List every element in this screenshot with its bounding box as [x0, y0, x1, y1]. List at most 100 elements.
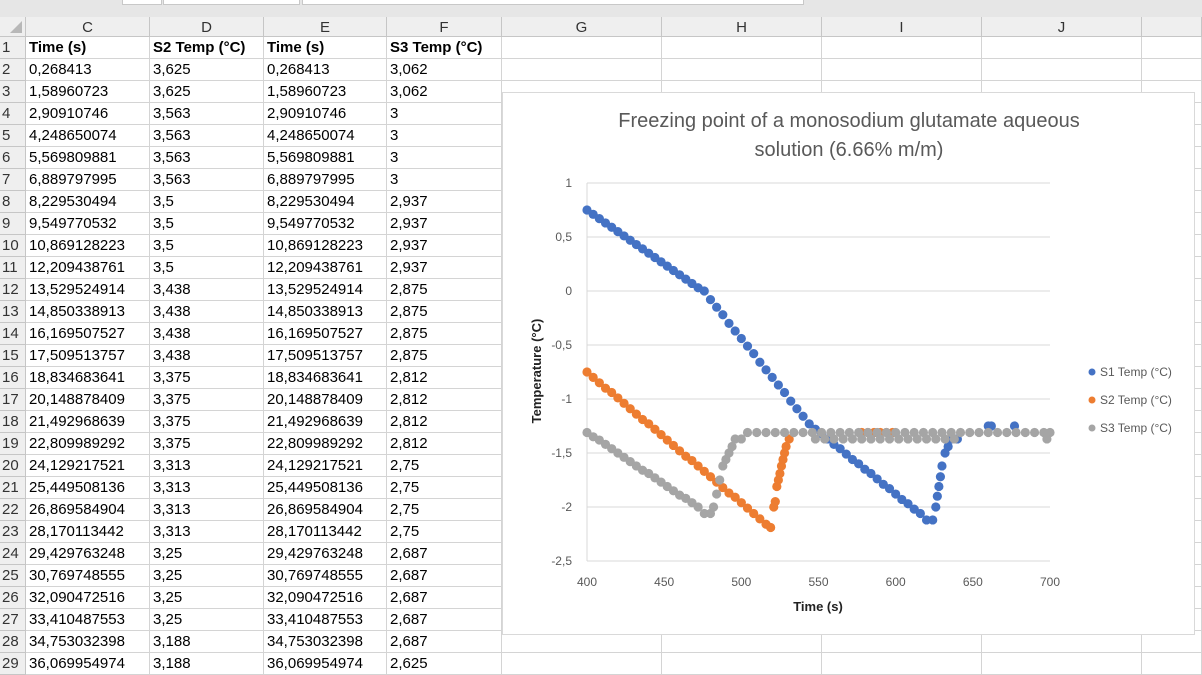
cell[interactable]: 5,569809881 — [26, 147, 150, 169]
cell[interactable] — [982, 631, 1142, 653]
row-header[interactable]: 11 — [0, 257, 26, 279]
cell[interactable]: 25,449508136 — [264, 477, 387, 499]
cell[interactable] — [502, 653, 662, 675]
header-cell[interactable]: S3 Temp (°C) — [387, 37, 502, 59]
row-header[interactable]: 29 — [0, 653, 26, 675]
column-header[interactable]: F — [387, 17, 502, 37]
cell[interactable]: 3,25 — [150, 565, 264, 587]
cell[interactable]: 20,148878409 — [26, 389, 150, 411]
row-header[interactable]: 12 — [0, 279, 26, 301]
row-header[interactable]: 21 — [0, 477, 26, 499]
cell[interactable]: 3,375 — [150, 389, 264, 411]
cell[interactable] — [822, 37, 982, 59]
sheet-tab[interactable] — [302, 0, 804, 5]
cell[interactable] — [822, 653, 982, 675]
column-header[interactable]: E — [264, 17, 387, 37]
cell[interactable]: 32,090472516 — [264, 587, 387, 609]
cell[interactable]: 30,769748555 — [26, 565, 150, 587]
cell[interactable]: 2,812 — [387, 433, 502, 455]
cell[interactable] — [1142, 653, 1202, 675]
row-header[interactable]: 20 — [0, 455, 26, 477]
cell[interactable]: 2,75 — [387, 499, 502, 521]
cell[interactable]: 10,869128223 — [26, 235, 150, 257]
cell[interactable]: 14,850338913 — [26, 301, 150, 323]
cell[interactable]: 8,229530494 — [264, 191, 387, 213]
cell[interactable]: 10,869128223 — [264, 235, 387, 257]
cell[interactable] — [982, 37, 1142, 59]
cell[interactable]: 28,170113442 — [264, 521, 387, 543]
cell[interactable]: 3,313 — [150, 455, 264, 477]
row-header[interactable]: 8 — [0, 191, 26, 213]
row-header[interactable]: 5 — [0, 125, 26, 147]
cell[interactable]: 16,169507527 — [26, 323, 150, 345]
cell[interactable] — [1142, 59, 1202, 81]
row-header[interactable]: 3 — [0, 81, 26, 103]
cell[interactable]: 18,834683641 — [26, 367, 150, 389]
cell[interactable]: 16,169507527 — [264, 323, 387, 345]
cell[interactable]: 29,429763248 — [264, 543, 387, 565]
row-header[interactable]: 4 — [0, 103, 26, 125]
cell[interactable]: 26,869584904 — [264, 499, 387, 521]
column-header[interactable]: I — [822, 17, 982, 37]
cell[interactable]: 2,75 — [387, 455, 502, 477]
chart[interactable]: 1 0,5 0 -0,5 -1 -1,5 -2 -2,5 400 450 500 550 600 650… — [502, 92, 1195, 635]
cell[interactable]: 3,062 — [387, 59, 502, 81]
row-header[interactable]: 23 — [0, 521, 26, 543]
cell[interactable]: 9,549770532 — [26, 213, 150, 235]
cell[interactable] — [662, 59, 822, 81]
select-all-corner[interactable] — [0, 17, 26, 37]
cell[interactable]: 21,492968639 — [26, 411, 150, 433]
row-header[interactable]: 16 — [0, 367, 26, 389]
cell[interactable]: 22,809989292 — [264, 433, 387, 455]
cell[interactable]: 30,769748555 — [264, 565, 387, 587]
cell[interactable]: 2,812 — [387, 367, 502, 389]
cell[interactable]: 29,429763248 — [26, 543, 150, 565]
cell[interactable]: 13,529524914 — [26, 279, 150, 301]
cell[interactable]: 3 — [387, 125, 502, 147]
cell[interactable]: 2,812 — [387, 389, 502, 411]
column-header[interactable]: G — [502, 17, 662, 37]
row-header[interactable]: 2 — [0, 59, 26, 81]
cell[interactable]: 2,90910746 — [264, 103, 387, 125]
sheet-tab[interactable] — [122, 0, 162, 5]
row-header[interactable]: 6 — [0, 147, 26, 169]
row-header[interactable]: 22 — [0, 499, 26, 521]
cell[interactable]: 2,687 — [387, 587, 502, 609]
cell[interactable]: 28,170113442 — [26, 521, 150, 543]
cell[interactable]: 33,410487553 — [26, 609, 150, 631]
cell[interactable] — [822, 59, 982, 81]
cell[interactable]: 17,509513757 — [26, 345, 150, 367]
cell[interactable]: 3,563 — [150, 125, 264, 147]
cell[interactable]: 17,509513757 — [264, 345, 387, 367]
cell[interactable]: 3,25 — [150, 609, 264, 631]
cell[interactable]: 2,625 — [387, 653, 502, 675]
row-header[interactable]: 7 — [0, 169, 26, 191]
cell[interactable]: 3,625 — [150, 81, 264, 103]
cell[interactable]: 2,937 — [387, 213, 502, 235]
row-header[interactable]: 14 — [0, 323, 26, 345]
sheet-tab[interactable] — [163, 0, 300, 5]
cell[interactable]: 21,492968639 — [264, 411, 387, 433]
row-header[interactable]: 17 — [0, 389, 26, 411]
cell[interactable]: 3,438 — [150, 279, 264, 301]
cell[interactable]: 12,209438761 — [264, 257, 387, 279]
cell[interactable]: 4,248650074 — [26, 125, 150, 147]
cell[interactable] — [982, 59, 1142, 81]
cell[interactable]: 14,850338913 — [264, 301, 387, 323]
cell[interactable] — [502, 631, 662, 653]
cell[interactable]: 3,563 — [150, 103, 264, 125]
header-cell[interactable]: S2 Temp (°C) — [150, 37, 264, 59]
cell[interactable]: 3 — [387, 169, 502, 191]
cell[interactable]: 2,875 — [387, 345, 502, 367]
cell[interactable]: 3,375 — [150, 367, 264, 389]
cell[interactable]: 3,062 — [387, 81, 502, 103]
cell[interactable]: 12,209438761 — [26, 257, 150, 279]
cell[interactable] — [662, 631, 822, 653]
cell[interactable]: 2,90910746 — [26, 103, 150, 125]
cell[interactable]: 26,869584904 — [26, 499, 150, 521]
cell[interactable] — [982, 653, 1142, 675]
cell[interactable]: 2,687 — [387, 543, 502, 565]
cell[interactable]: 8,229530494 — [26, 191, 150, 213]
column-header[interactable]: J — [982, 17, 1142, 37]
cell[interactable]: 2,687 — [387, 609, 502, 631]
